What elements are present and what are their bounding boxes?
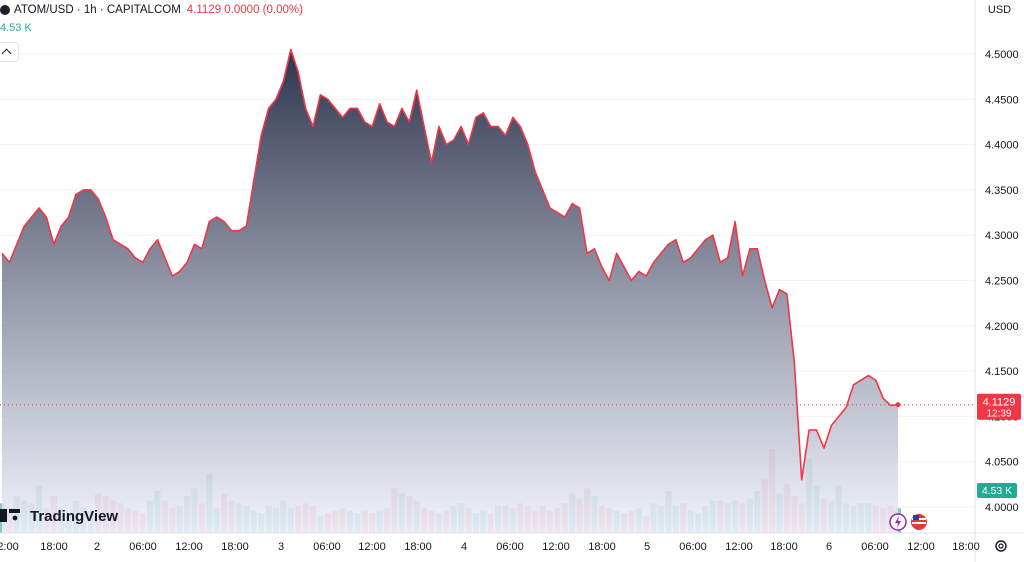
x-tick-label: 12:00 [175, 541, 203, 553]
x-tick-label: 06:00 [679, 541, 707, 553]
last-price-time-label: 12:39 [986, 409, 1011, 420]
y-tick-label: 4.0000 [985, 502, 1019, 514]
last-price-badge [977, 393, 1021, 420]
volume-badge-label: 4.53 K [982, 485, 1012, 497]
x-tick-label: 3 [278, 541, 284, 553]
gear-icon[interactable] [993, 538, 1009, 554]
last-price-point [895, 402, 901, 408]
x-tick-label: 18:00 [952, 541, 980, 553]
y-tick-label: 4.5000 [985, 49, 1019, 61]
x-tick-label: 5 [644, 541, 650, 553]
currency-selector[interactable]: USD [987, 4, 1012, 16]
y-tick-label: 4.2500 [985, 276, 1019, 288]
last-price-label: 4.1129 [983, 397, 1016, 409]
price-change: 4.1129 0.0000 (0.00%) [186, 4, 303, 16]
x-tick-label: 06:00 [496, 541, 524, 553]
symbol-legend[interactable]: ATOM/USD · 1h · CAPITALCOM 4.1129 0.0000… [0, 0, 303, 20]
y-tick-label: 4.0500 [985, 457, 1019, 469]
price-area [2, 49, 898, 533]
volume-badge [977, 483, 1017, 498]
volume-legend: 4.53 K [0, 22, 32, 34]
y-tick-label: 4.3500 [985, 185, 1019, 197]
y-tick-label: 4.4000 [985, 140, 1019, 152]
x-tick-label: 2:00 [0, 541, 19, 553]
x-tick-label: 18:00 [40, 541, 68, 553]
x-tick-label: 12:00 [542, 541, 570, 553]
x-axis[interactable]: 2:00 18:00 2 06:00 12:00 18:00 3 06:00 12:00 18:0… [0, 541, 980, 553]
y-tick-label: 4.4500 [985, 94, 1019, 106]
price-line [0, 48, 975, 481]
atom-logo-icon [0, 5, 10, 15]
x-tick-label: 06:00 [313, 541, 341, 553]
x-tick-label: 12:00 [907, 541, 935, 553]
tradingview-logo-icon [0, 509, 20, 522]
x-tick-label: 12:00 [358, 541, 386, 553]
x-tick-label: 18:00 [404, 541, 432, 553]
x-tick-label: 18:00 [588, 541, 616, 553]
flash-event-icon-glyph [895, 516, 901, 528]
x-tick-label: 06:00 [129, 541, 157, 553]
series-line [1, 48, 899, 481]
x-tick-label: 4 [461, 541, 467, 553]
tradingview-logo-text: TradingView [30, 508, 118, 525]
x-tick-label: 12:00 [725, 541, 753, 553]
x-tick-label: 18:00 [221, 541, 249, 553]
x-tick-label: 06:00 [861, 541, 889, 553]
series-area [2, 49, 898, 533]
symbol-title: ATOM/USD · 1h · CAPITALCOM [14, 4, 181, 16]
y-tick-label: 4.1500 [985, 366, 1019, 378]
y-tick-label: 4.3000 [985, 230, 1019, 242]
x-tick-label: 18:00 [770, 541, 798, 553]
x-tick-label: 6 [826, 541, 832, 553]
x-tick-label: 2 [94, 541, 100, 553]
y-axis[interactable]: 4.5000 4.4500 4.4000 4.3500 4.3000 4.2500 4.20… [985, 49, 1019, 514]
y-tick-label: 4.2000 [985, 321, 1019, 333]
collapse-legend-button[interactable] [0, 42, 19, 62]
